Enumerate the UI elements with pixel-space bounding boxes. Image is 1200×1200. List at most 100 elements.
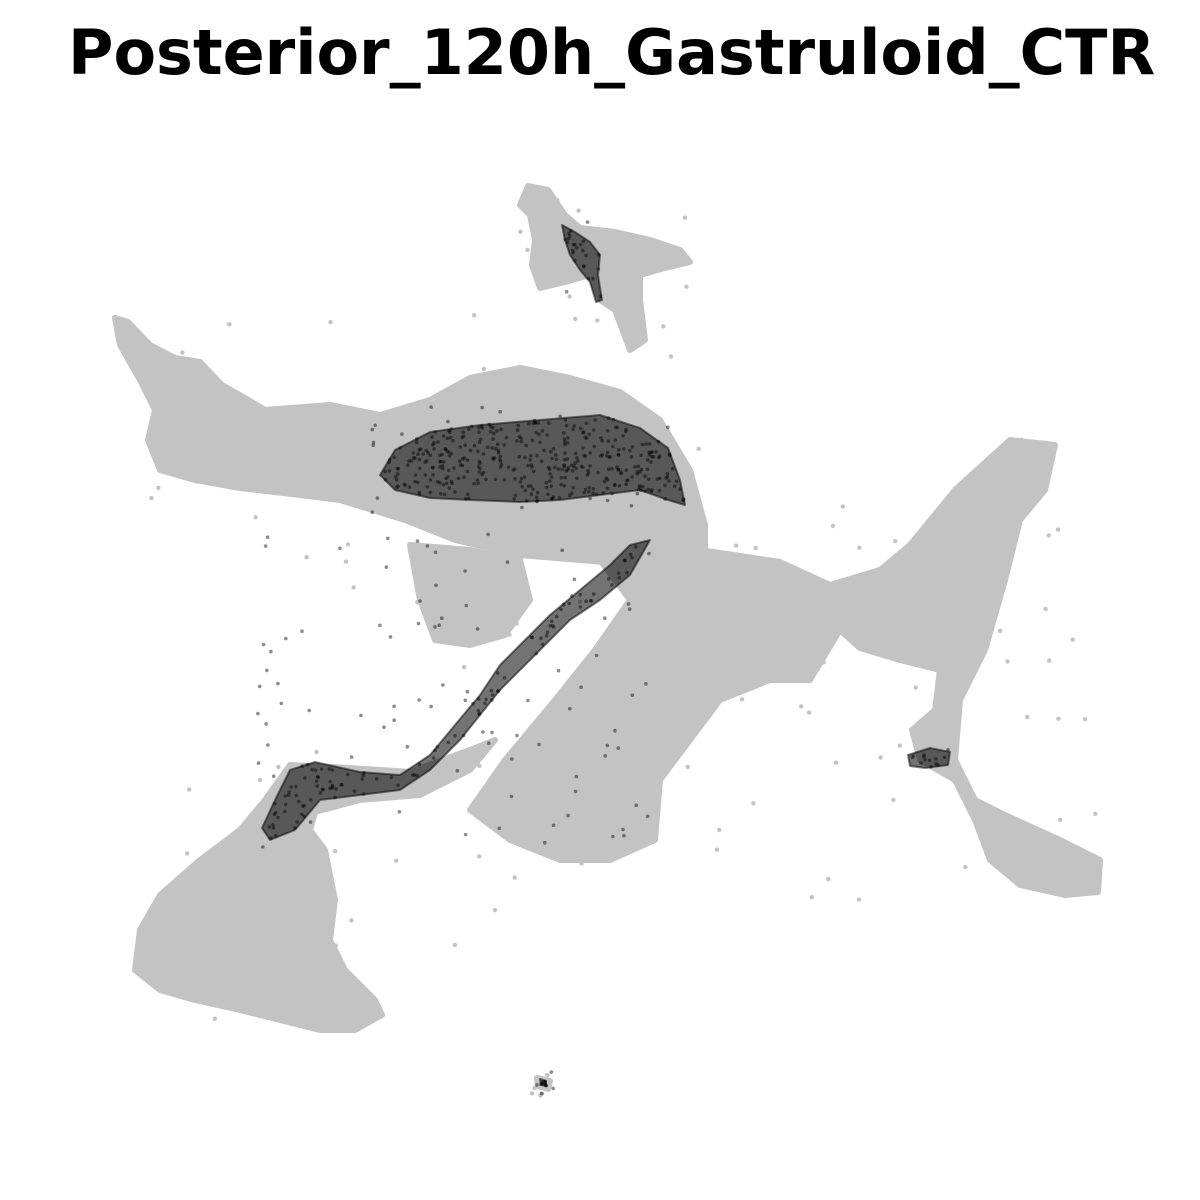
cell-point	[966, 523, 972, 528]
cell-point	[461, 733, 466, 738]
cell-point	[628, 776, 633, 781]
cell-point	[440, 616, 444, 620]
cell-point	[523, 836, 528, 841]
cell-point	[478, 461, 482, 466]
cell-point	[225, 968, 230, 973]
cell-point	[436, 440, 440, 444]
cell-point	[509, 541, 514, 547]
cell-point	[821, 660, 826, 665]
cell-point	[524, 498, 529, 503]
cell-point	[480, 424, 484, 428]
cell-point	[512, 875, 517, 880]
cell-point	[631, 685, 636, 690]
cell-point	[531, 487, 535, 492]
cell-point	[902, 597, 907, 602]
cell-point	[269, 836, 273, 840]
cell-point	[370, 427, 375, 432]
cell-point	[485, 563, 491, 568]
cell-point	[247, 481, 253, 486]
cell-point	[657, 455, 661, 460]
cell-point	[445, 449, 449, 453]
cell-point	[582, 453, 586, 458]
cell-point	[573, 461, 577, 466]
cell-cloud	[561, 224, 603, 303]
cell-point	[527, 421, 531, 426]
cell-point	[438, 465, 442, 469]
cell-point	[719, 638, 724, 643]
cell-point	[596, 470, 600, 475]
cell-point	[442, 492, 447, 497]
cell-point	[300, 955, 305, 961]
cell-point	[547, 781, 552, 787]
cell-point	[240, 828, 246, 833]
cell-point	[345, 490, 351, 495]
cell-point	[632, 732, 637, 737]
cell-point	[617, 785, 623, 790]
cell-point	[647, 442, 652, 446]
cell-point	[1095, 864, 1101, 869]
cell-point	[896, 649, 901, 654]
cell-point	[911, 754, 915, 758]
cell-point	[484, 477, 488, 482]
cell-point	[636, 568, 641, 573]
cell-point	[571, 243, 576, 247]
cell-point	[808, 577, 813, 582]
cell-point	[546, 492, 550, 497]
cell-point	[547, 727, 552, 732]
cell-point	[688, 604, 693, 610]
cell-point	[867, 607, 873, 612]
cell-point	[885, 581, 890, 586]
cell-point	[413, 456, 417, 460]
cell-point	[543, 1080, 547, 1084]
cell-point	[239, 867, 244, 873]
cell-point	[330, 768, 335, 772]
cell-point	[272, 938, 277, 943]
cell-point	[277, 451, 282, 456]
cell-point	[388, 428, 394, 433]
cell-point	[315, 784, 320, 788]
cell-point	[613, 438, 618, 442]
cell-point	[941, 542, 946, 547]
cell-point	[922, 754, 926, 759]
cell-point	[669, 443, 674, 448]
cell-point	[663, 483, 667, 488]
cell-point	[375, 496, 380, 500]
cell-point	[310, 767, 314, 772]
cell-point	[328, 319, 333, 325]
cell-point	[462, 434, 466, 439]
cell-point	[599, 436, 603, 440]
cell-point	[276, 477, 282, 482]
cell-point	[975, 602, 980, 607]
cell-point	[153, 357, 158, 363]
cell-point	[468, 448, 473, 453]
cell-point	[329, 911, 334, 916]
cell-point	[573, 789, 578, 794]
cell-point	[625, 571, 629, 575]
cell-point	[375, 502, 381, 507]
cell-point	[754, 619, 760, 625]
cell-point	[352, 789, 357, 793]
cell-point	[659, 434, 664, 440]
cell-point	[689, 537, 694, 542]
cell-point	[616, 467, 621, 472]
cell-point	[588, 496, 592, 501]
cell-point	[908, 609, 914, 615]
cell-point	[1082, 717, 1088, 722]
cell-point	[510, 761, 516, 767]
cell-point	[616, 468, 621, 472]
cell-point	[667, 453, 672, 458]
cell-point	[306, 845, 311, 851]
cell-point	[593, 704, 599, 709]
cell-point	[429, 704, 433, 709]
cell-point	[481, 616, 486, 621]
cell-point	[536, 421, 541, 425]
cell-point	[485, 445, 490, 450]
cell-point	[583, 454, 588, 458]
cell-point	[274, 834, 278, 838]
cell-point	[649, 707, 654, 713]
cell-point	[514, 621, 519, 626]
cell-point	[543, 1079, 547, 1084]
cell-point	[584, 253, 588, 258]
cell-point	[305, 762, 310, 767]
cell-point	[915, 734, 920, 740]
